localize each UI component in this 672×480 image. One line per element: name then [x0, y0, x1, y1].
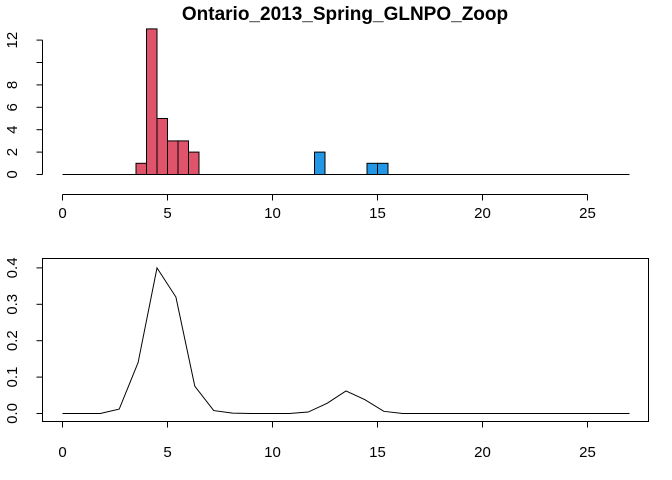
histogram-bar	[377, 162, 389, 176]
x-tick-label: 5	[163, 205, 171, 222]
x-tick-label: 25	[579, 205, 596, 222]
y-tick-label: 12	[4, 32, 21, 49]
y-tick-label: 0.3	[4, 294, 21, 315]
y-tick-label: 0	[4, 170, 21, 178]
y-tick-label: 0.1	[4, 367, 21, 388]
plot-frame	[42, 258, 649, 422]
histogram-bar	[177, 140, 189, 175]
y-tick-label: 0.0	[4, 403, 21, 424]
x-tick-label: 15	[369, 444, 386, 461]
y-tick-label: 6	[4, 103, 21, 111]
x-tick-label: 0	[58, 205, 66, 222]
histogram-bar	[146, 28, 158, 176]
x-tick-label: 5	[163, 444, 171, 461]
chart-title: Ontario_2013_Spring_GLNPO_Zoop	[182, 4, 508, 25]
histogram-bar	[156, 118, 168, 175]
y-tick-label: 8	[4, 81, 21, 89]
x-tick-label: 10	[264, 444, 281, 461]
x-tick-label: 20	[474, 444, 491, 461]
histogram-bar	[167, 140, 179, 175]
histogram-bar	[314, 151, 326, 176]
density-panel: 0 5 10 15 20 25 0.0 0.1 0.2 0.3 0.4	[4, 257, 649, 461]
histogram-bar	[135, 162, 147, 176]
histogram-bar	[188, 151, 200, 176]
density-line	[62, 266, 630, 414]
histogram-bar	[366, 162, 378, 176]
y-tick-label: 0.4	[4, 257, 21, 278]
histogram-panel: 0 5 10 15 20 25 0 2 4 6 8 12	[4, 28, 630, 222]
y-tick-label: 0.2	[4, 330, 21, 351]
y-tick-label: 4	[4, 126, 21, 134]
x-tick-label: 25	[579, 444, 596, 461]
x-tick-label: 20	[474, 205, 491, 222]
y-tick-label: 2	[4, 148, 21, 156]
x-tick-label: 0	[58, 444, 66, 461]
x-tick-label: 10	[264, 205, 281, 222]
x-tick-label: 15	[369, 205, 386, 222]
